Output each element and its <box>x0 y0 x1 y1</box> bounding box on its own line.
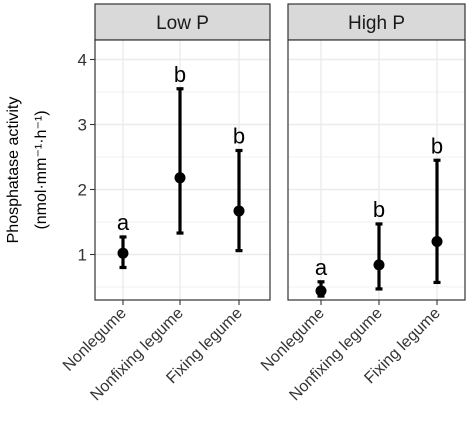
y-axis-title: Phosphatase activity <box>5 97 22 244</box>
y-tick-label: 2 <box>78 181 87 200</box>
y-tick-label: 3 <box>78 116 87 135</box>
y-axis-units: (nmol·mm⁻¹·h⁻¹) <box>33 110 50 229</box>
y-tick-label: 1 <box>78 246 87 265</box>
significance-letter: b <box>174 62 186 87</box>
significance-letter: b <box>431 133 443 158</box>
panel-border <box>94 39 271 301</box>
significance-letter: b <box>373 197 385 222</box>
significance-letter: a <box>117 210 130 235</box>
y-tick-label: 4 <box>78 51 87 70</box>
facet-strip <box>94 3 271 41</box>
panel-border <box>287 39 466 301</box>
data-point <box>315 285 327 297</box>
significance-letter: b <box>233 124 245 149</box>
data-point <box>431 236 443 247</box>
data-point <box>233 205 245 217</box>
data-point <box>117 247 129 259</box>
significance-letter: a <box>315 255 328 280</box>
facet-title: Low P <box>156 13 209 34</box>
data-point <box>174 172 186 184</box>
data-point <box>373 259 385 271</box>
facet-title: High P <box>348 13 405 34</box>
